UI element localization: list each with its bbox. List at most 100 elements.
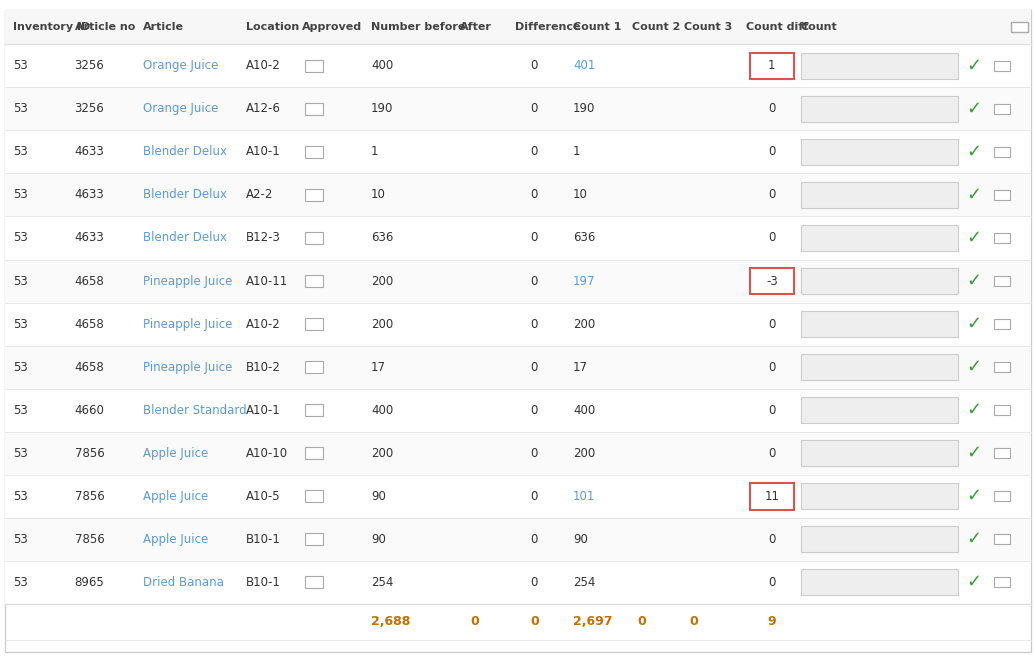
- Text: A10-1: A10-1: [246, 404, 281, 416]
- FancyBboxPatch shape: [305, 318, 323, 330]
- Text: 400: 400: [573, 404, 595, 416]
- FancyBboxPatch shape: [995, 61, 1009, 71]
- Text: 7856: 7856: [75, 447, 105, 459]
- Text: 0: 0: [470, 616, 479, 628]
- Text: 0: 0: [768, 189, 776, 201]
- FancyBboxPatch shape: [995, 104, 1009, 114]
- FancyBboxPatch shape: [750, 267, 794, 295]
- Text: 636: 636: [371, 232, 394, 244]
- Text: 4660: 4660: [75, 404, 105, 416]
- Text: 90: 90: [371, 533, 385, 545]
- Text: Count 2: Count 2: [632, 22, 681, 32]
- Text: 17: 17: [573, 361, 587, 373]
- Text: 0: 0: [530, 318, 538, 330]
- FancyBboxPatch shape: [5, 475, 1031, 518]
- FancyBboxPatch shape: [995, 362, 1009, 372]
- Text: Orange Juice: Orange Juice: [143, 103, 219, 115]
- FancyBboxPatch shape: [5, 44, 1031, 87]
- FancyBboxPatch shape: [5, 432, 1031, 475]
- Text: 190: 190: [573, 103, 596, 115]
- Text: 200: 200: [371, 275, 393, 287]
- Text: Blender Delux: Blender Delux: [143, 189, 227, 201]
- Text: Pineapple Juice: Pineapple Juice: [143, 318, 232, 330]
- Text: 11: 11: [765, 490, 779, 502]
- Text: B12-3: B12-3: [246, 232, 281, 244]
- Text: 53: 53: [13, 103, 28, 115]
- Text: ✓: ✓: [967, 401, 981, 419]
- Text: 10: 10: [371, 189, 385, 201]
- Text: ✓: ✓: [967, 100, 981, 118]
- Text: 0: 0: [530, 232, 538, 244]
- FancyBboxPatch shape: [5, 216, 1031, 260]
- Text: 0: 0: [530, 447, 538, 459]
- FancyBboxPatch shape: [801, 483, 958, 509]
- Text: 190: 190: [371, 103, 394, 115]
- FancyBboxPatch shape: [801, 526, 958, 552]
- Text: 53: 53: [13, 404, 28, 416]
- Text: 0: 0: [530, 189, 538, 201]
- Text: 0: 0: [768, 576, 776, 589]
- FancyBboxPatch shape: [995, 319, 1009, 329]
- Text: Orange Juice: Orange Juice: [143, 60, 219, 72]
- Text: B10-2: B10-2: [246, 361, 281, 373]
- Text: 0: 0: [530, 103, 538, 115]
- FancyBboxPatch shape: [995, 405, 1009, 415]
- FancyBboxPatch shape: [995, 448, 1009, 458]
- Text: 0: 0: [768, 361, 776, 373]
- FancyBboxPatch shape: [5, 10, 1031, 44]
- Text: 200: 200: [371, 447, 393, 459]
- Text: ✓: ✓: [967, 229, 981, 247]
- Text: 53: 53: [13, 232, 28, 244]
- Text: ✓: ✓: [967, 315, 981, 333]
- FancyBboxPatch shape: [995, 190, 1009, 200]
- Text: Count 3: Count 3: [684, 22, 732, 32]
- Text: 636: 636: [573, 232, 596, 244]
- Text: 0: 0: [768, 447, 776, 459]
- Text: After: After: [460, 22, 492, 32]
- Text: 4633: 4633: [75, 189, 105, 201]
- FancyBboxPatch shape: [801, 225, 958, 251]
- Text: 0: 0: [530, 616, 539, 628]
- FancyBboxPatch shape: [5, 389, 1031, 432]
- FancyBboxPatch shape: [801, 139, 958, 165]
- Text: Difference: Difference: [515, 22, 580, 32]
- Text: 53: 53: [13, 318, 28, 330]
- FancyBboxPatch shape: [801, 96, 958, 122]
- Text: Apple Juice: Apple Juice: [143, 447, 208, 459]
- Text: 53: 53: [13, 60, 28, 72]
- Text: Article no: Article no: [75, 22, 135, 32]
- FancyBboxPatch shape: [801, 440, 958, 466]
- Text: Apple Juice: Apple Juice: [143, 490, 208, 502]
- Text: 4633: 4633: [75, 146, 105, 158]
- Text: 4633: 4633: [75, 232, 105, 244]
- Text: Apple Juice: Apple Juice: [143, 533, 208, 545]
- Text: 0: 0: [530, 361, 538, 373]
- FancyBboxPatch shape: [995, 233, 1009, 243]
- Text: Blender Delux: Blender Delux: [143, 146, 227, 158]
- Text: A10-11: A10-11: [246, 275, 288, 287]
- Text: 101: 101: [573, 490, 596, 502]
- Text: 53: 53: [13, 576, 28, 589]
- Text: 53: 53: [13, 189, 28, 201]
- Text: B10-1: B10-1: [246, 576, 281, 589]
- Text: -3: -3: [766, 275, 778, 287]
- Text: ✓: ✓: [967, 530, 981, 548]
- Text: Number before: Number before: [371, 22, 465, 32]
- Text: 0: 0: [689, 616, 697, 628]
- Text: ✓: ✓: [967, 487, 981, 505]
- FancyBboxPatch shape: [995, 276, 1009, 286]
- Text: Pineapple Juice: Pineapple Juice: [143, 361, 232, 373]
- Text: Blender Standard: Blender Standard: [143, 404, 247, 416]
- FancyBboxPatch shape: [801, 311, 958, 337]
- Text: 8965: 8965: [75, 576, 105, 589]
- Text: Location: Location: [246, 22, 298, 32]
- Text: Count diff: Count diff: [746, 22, 808, 32]
- FancyBboxPatch shape: [5, 346, 1031, 389]
- FancyBboxPatch shape: [5, 303, 1031, 346]
- FancyBboxPatch shape: [995, 147, 1009, 157]
- Text: ✓: ✓: [967, 358, 981, 376]
- Text: 1: 1: [371, 146, 378, 158]
- Text: 1: 1: [768, 60, 776, 72]
- Text: 0: 0: [530, 576, 538, 589]
- FancyBboxPatch shape: [995, 534, 1009, 544]
